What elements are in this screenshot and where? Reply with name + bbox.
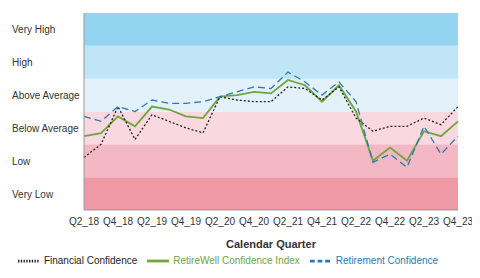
svg-text:Q2_19: Q2_19 bbox=[137, 216, 167, 227]
svg-text:Above Average: Above Average bbox=[12, 90, 80, 101]
svg-text:Q2_18: Q2_18 bbox=[69, 216, 99, 227]
svg-text:Q2_22: Q2_22 bbox=[341, 216, 371, 227]
html-text:RetireWell Confidence Index: RetireWell Confidence Index bbox=[173, 254, 300, 266]
svg-text:Q2_23: Q2_23 bbox=[409, 216, 439, 227]
svg-text:Q4_19: Q4_19 bbox=[171, 216, 201, 227]
svg-text:Calendar Quarter: Calendar Quarter bbox=[226, 238, 317, 250]
svg-text:Q4_22: Q4_22 bbox=[375, 216, 405, 227]
svg-text:High: High bbox=[12, 57, 33, 68]
svg-text:Q2_21: Q2_21 bbox=[273, 216, 303, 227]
svg-text:Low: Low bbox=[12, 156, 31, 167]
svg-text:Below Average: Below Average bbox=[12, 123, 79, 134]
svg-text:Q4_20: Q4_20 bbox=[239, 216, 269, 227]
svg-text:Q2_20: Q2_20 bbox=[205, 216, 235, 227]
html-text:Financial Confidence: Financial Confidence bbox=[43, 254, 138, 266]
svg-text:Very High: Very High bbox=[12, 24, 55, 35]
svg-text:Q4_21: Q4_21 bbox=[307, 216, 337, 227]
html-text:Retirement Confidence: Retirement Confidence bbox=[335, 254, 439, 266]
svg-text:Very Low: Very Low bbox=[12, 189, 54, 200]
svg-text:Q4_23: Q4_23 bbox=[443, 216, 472, 227]
svg-text:Q4_18: Q4_18 bbox=[103, 216, 133, 227]
